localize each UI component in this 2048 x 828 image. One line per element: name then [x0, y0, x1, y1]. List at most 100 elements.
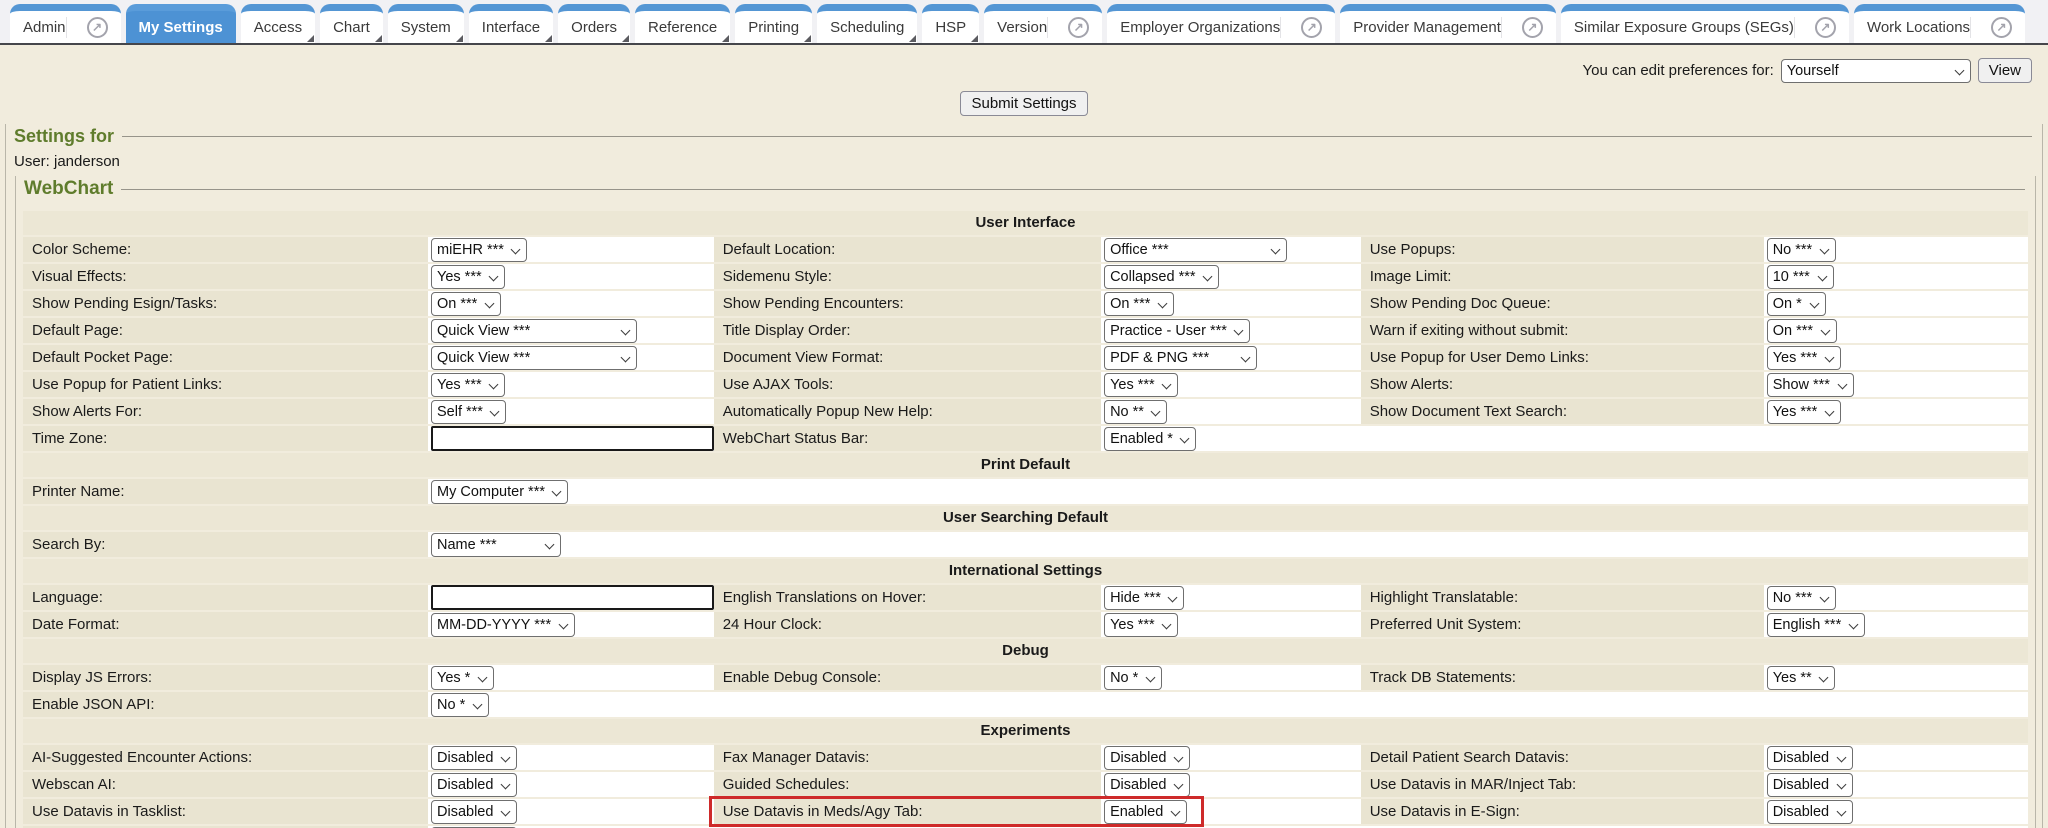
select-use-popup-for-patient-links[interactable]: Yes ***: [431, 372, 505, 397]
select-show-alerts[interactable]: Show ***: [1766, 372, 1854, 397]
select-use-ajax-tools[interactable]: Yes ***: [1104, 372, 1179, 397]
select-use-datavis-in-tasklist[interactable]: Disabled: [431, 799, 517, 824]
tab-access[interactable]: Access: [240, 4, 316, 43]
select-guided-schedules[interactable]: Disabled: [1104, 772, 1191, 797]
popup-arrow-icon[interactable]: ↗: [1301, 16, 1323, 38]
setting-label-visual-effects: Visual Effects:: [23, 264, 428, 289]
tab-reference[interactable]: Reference: [635, 4, 731, 43]
tab-chart[interactable]: Chart: [320, 4, 383, 43]
tab-system[interactable]: System: [387, 4, 464, 43]
select-use-datavis-in-meds-agy-tab[interactable]: Enabled: [1104, 799, 1188, 824]
select-track-db-statements[interactable]: Yes **: [1766, 665, 1835, 690]
popup-arrow-icon[interactable]: ↗: [1991, 16, 2013, 38]
select-enable-debug-console[interactable]: No *: [1104, 665, 1163, 690]
select-search-by[interactable]: Name ***: [431, 532, 561, 557]
select-wrap: 10 ***: [1766, 264, 1834, 289]
select-detail-patient-search-datavis[interactable]: Disabled: [1766, 745, 1853, 770]
select-highlight-translatable[interactable]: No ***: [1766, 585, 1836, 610]
setting-label-use-datavis-in-e-sign: Use Datavis in E-Sign:: [1360, 799, 1764, 824]
select-date-format[interactable]: MM-DD-YYYY ***: [431, 612, 575, 637]
select-english-translations-on-hover[interactable]: Hide ***: [1104, 585, 1185, 610]
setting-label-webscan-ai: Webscan AI:: [23, 772, 428, 797]
setting-label-detail-patient-search-datavis: Detail Patient Search Datavis:: [1360, 745, 1764, 770]
empty-cell: [713, 532, 1102, 557]
empty-cell: [1360, 426, 1764, 451]
select-wrap: No *: [431, 692, 489, 717]
select-24-hour-clock[interactable]: Yes ***: [1104, 612, 1179, 637]
select-printer-name[interactable]: My Computer ***: [431, 479, 568, 504]
select-title-display-order[interactable]: Practice - User ***: [1104, 318, 1251, 343]
input-language[interactable]: [431, 585, 714, 610]
popup-arrow-wrap: ↗: [1280, 16, 1323, 38]
select-show-alerts-for[interactable]: Self ***: [431, 399, 506, 424]
settings-row: Use Datavis in Tasklist: Disabled Use Data…: [23, 796, 2028, 827]
select-display-js-errors[interactable]: Yes *: [431, 665, 494, 690]
tab-label: Scheduling: [830, 18, 905, 36]
view-button[interactable]: View: [1977, 58, 2032, 83]
select-warn-if-exiting-without-submit[interactable]: On ***: [1766, 318, 1837, 343]
setting-value: Self ***: [428, 399, 714, 424]
setting-value: PDF & PNG ***: [1101, 345, 1361, 370]
popup-arrow-icon[interactable]: ↗: [1521, 16, 1543, 38]
select-show-pending-encounters[interactable]: On ***: [1104, 291, 1175, 316]
setting-value: Disabled: [1101, 745, 1361, 770]
tab-scheduling[interactable]: Scheduling: [817, 4, 918, 43]
setting-label-automatically-popup-new-help: Automatically Popup New Help:: [713, 399, 1102, 424]
tab-orders[interactable]: Orders: [558, 4, 630, 43]
select-use-popup-for-user-demo-links[interactable]: Yes ***: [1766, 345, 1841, 370]
select-show-pending-doc-queue[interactable]: On *: [1766, 291, 1826, 316]
select-color-scheme[interactable]: miEHR ***: [431, 237, 527, 262]
tab-provider-management[interactable]: Provider Management ↗: [1340, 4, 1556, 43]
select-show-pending-esign-tasks[interactable]: On ***: [431, 291, 501, 316]
select-default-location[interactable]: Office ***: [1104, 237, 1288, 262]
select-wrap: Disabled: [431, 826, 517, 828]
select-use-datavis-in-mar-inject-tab[interactable]: Disabled: [1766, 772, 1853, 797]
select-use-datavis-in-e-sign[interactable]: Disabled: [1766, 799, 1853, 824]
tab-similar-exposure-groups-segs[interactable]: Similar Exposure Groups (SEGs) ↗: [1560, 4, 1849, 43]
select-wrap: Yes ***: [1104, 372, 1179, 397]
popup-arrow-icon[interactable]: ↗: [1068, 16, 1090, 38]
setting-label-english-translations-on-hover: English Translations on Hover:: [713, 585, 1102, 610]
select-wrap: Disabled: [431, 745, 517, 770]
popup-arrow-icon[interactable]: ↗: [86, 16, 108, 38]
setting-value: Yes ***: [1101, 612, 1361, 637]
select-image-limit[interactable]: 10 ***: [1766, 264, 1834, 289]
tab-printing[interactable]: Printing: [735, 4, 813, 43]
settings-for-fieldset: Settings for User: janderson WebChart Us…: [5, 124, 2043, 828]
tab-version[interactable]: Version ↗: [984, 4, 1103, 43]
popup-arrow-icon[interactable]: ↗: [1814, 16, 1836, 38]
input-time-zone[interactable]: [431, 426, 714, 451]
select-document-view-format[interactable]: PDF & PNG ***: [1104, 345, 1258, 370]
tab-my-settings[interactable]: My Settings: [125, 4, 236, 43]
user-line: User: janderson: [14, 153, 120, 170]
select-automatically-popup-new-help[interactable]: No **: [1104, 399, 1168, 424]
select-webchart-status-bar[interactable]: Enabled *: [1104, 426, 1197, 451]
tab-employer-organizations[interactable]: Employer Organizations ↗: [1107, 4, 1336, 43]
setting-value: Enabled: [1101, 799, 1361, 824]
select-ai-suggested-encounter-actions[interactable]: Disabled: [431, 745, 517, 770]
submit-settings-button[interactable]: Submit Settings: [960, 91, 1088, 116]
select-show-document-text-search[interactable]: Yes ***: [1766, 399, 1841, 424]
setting-label-use-legacy-report-page: Use Legacy Report Page:: [23, 826, 428, 828]
select-sidemenu-style[interactable]: Collapsed ***: [1104, 264, 1220, 289]
settings-row: Default Page: Quick View *** Title Display…: [23, 318, 2028, 343]
tab-admin[interactable]: Admin ↗: [10, 4, 121, 43]
select-preferred-unit-system[interactable]: English ***: [1766, 612, 1865, 637]
select-enable-json-api[interactable]: No *: [431, 692, 489, 717]
select-default-pocket-page[interactable]: Quick View ***: [431, 345, 637, 370]
select-fax-manager-datavis[interactable]: Disabled: [1104, 745, 1191, 770]
settings-row: Color Scheme: miEHR *** Default Location: O…: [23, 237, 2028, 262]
select-visual-effects[interactable]: Yes ***: [431, 264, 505, 289]
tab-interface[interactable]: Interface: [468, 4, 554, 43]
settings-row: Date Format: MM-DD-YYYY *** 24 Hour Clock:…: [23, 612, 2028, 637]
select-wrap: Enabled: [1104, 799, 1188, 824]
empty-cell: [1763, 426, 2028, 451]
select-use-popups[interactable]: No ***: [1766, 237, 1836, 262]
select-wrap: Disabled: [1766, 772, 1853, 797]
select-default-page[interactable]: Quick View ***: [431, 318, 637, 343]
tab-hsp[interactable]: HSP: [922, 4, 980, 43]
prefs-for-select[interactable]: Yourself: [1780, 58, 1971, 83]
tab-work-locations[interactable]: Work Locations ↗: [1853, 4, 2026, 43]
setting-value: Disabled: [1763, 745, 2028, 770]
select-webscan-ai[interactable]: Disabled: [431, 772, 517, 797]
